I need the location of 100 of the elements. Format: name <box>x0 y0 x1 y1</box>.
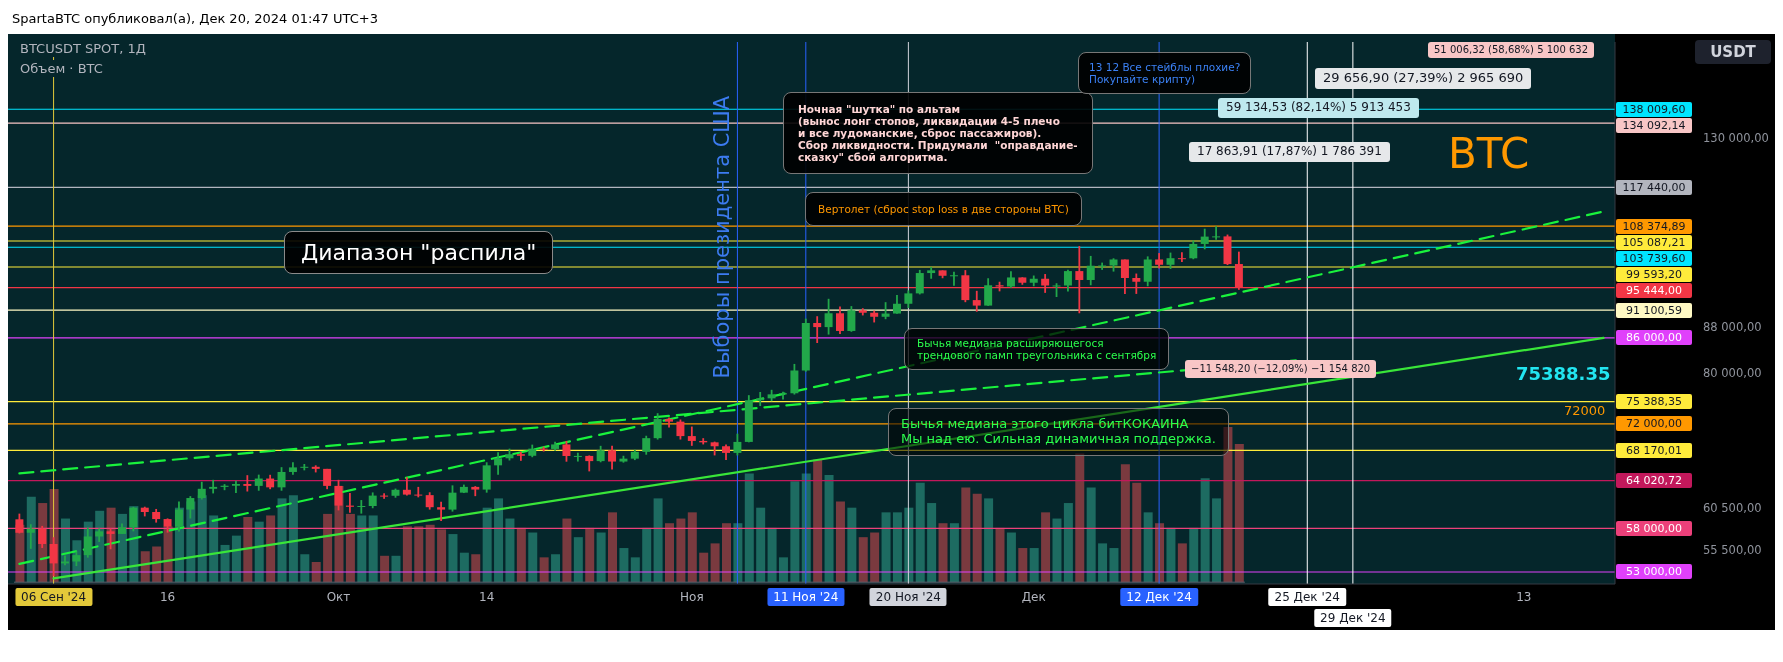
candlestick <box>733 432 742 457</box>
bar <box>243 516 253 582</box>
annotation: 75388.35 <box>1516 363 1611 385</box>
candlestick <box>813 315 822 344</box>
candlestick <box>494 451 503 476</box>
ref-line-label: 108 374,89 <box>1616 218 1692 234</box>
bar <box>1211 498 1221 582</box>
bar <box>641 527 651 582</box>
candlestick <box>357 499 366 515</box>
y-axis-title: USDT <box>1695 40 1771 64</box>
bar <box>436 529 446 582</box>
bar <box>915 482 925 582</box>
ref-line-label: 64 020,72 <box>1616 473 1692 489</box>
bar <box>1131 482 1141 582</box>
y-tick-label: 88 000,00 <box>1703 319 1762 334</box>
bar <box>1177 543 1187 582</box>
bar <box>584 527 594 582</box>
candlestick <box>209 478 218 495</box>
annotation: 17 863,91 (17,87%) 1 786 391 <box>1189 142 1390 162</box>
candlestick <box>380 492 389 500</box>
bar <box>1200 478 1210 582</box>
annotation: 29 656,90 (27,39%) 2 965 690 <box>1315 68 1532 89</box>
bar <box>824 474 834 582</box>
candlestick <box>573 451 582 463</box>
candlestick <box>243 474 252 493</box>
candlestick <box>836 305 844 335</box>
bar <box>995 527 1005 582</box>
bar <box>288 495 298 582</box>
candlestick <box>1086 255 1095 287</box>
candlestick <box>824 297 833 336</box>
annotation: 72000 <box>1564 403 1606 419</box>
x-tick-label: 13 <box>1516 589 1532 604</box>
bar <box>1029 547 1039 582</box>
bar <box>744 473 754 582</box>
annotation: Ночная "шутка" по альтам (вынос лонг стопов, ликвидации 4-5 плечо и все лудоманские, сброс пассажиров). Сбор ликвидности. Придумали "оправдание- сказку" сбой алгоритма. <box>783 92 1093 175</box>
bar <box>1143 512 1153 582</box>
ref-line-label: 95 444,00 <box>1616 282 1692 298</box>
bar <box>847 507 857 582</box>
bar <box>459 552 469 582</box>
candlestick <box>653 412 662 441</box>
ref-line-label: 105 087,21 <box>1616 234 1692 250</box>
annotation: BTC <box>1448 129 1530 179</box>
y-tick-label: 80 000,00 <box>1703 365 1762 380</box>
bar <box>767 527 777 582</box>
bar <box>1052 518 1062 582</box>
candlestick <box>1200 227 1209 251</box>
ref-line-label: 75 388,35 <box>1616 394 1692 410</box>
bar <box>607 512 617 582</box>
bar <box>1166 527 1176 582</box>
candlestick <box>562 440 571 463</box>
bar <box>356 515 366 582</box>
bar <box>596 532 606 582</box>
ref-line-label: 20 Ноя '24 <box>869 588 947 606</box>
candlestick <box>106 527 115 551</box>
bar <box>778 557 788 582</box>
bar <box>425 524 435 582</box>
chart-title: BTCUSDT SPOT, 1Д <box>16 40 150 57</box>
bar <box>710 543 720 582</box>
bar <box>527 532 537 582</box>
bar <box>892 512 902 582</box>
candlestick <box>949 270 958 287</box>
bar <box>448 533 458 582</box>
bar <box>322 513 332 582</box>
bar <box>1063 502 1073 582</box>
annotation: Вертолет (сброс stop loss в две стороны BTC) <box>805 192 1082 227</box>
bar <box>653 498 663 582</box>
candlestick <box>972 289 981 313</box>
x-tick-label: 14 <box>479 589 495 604</box>
candlestick <box>1212 225 1221 241</box>
bar <box>550 554 560 582</box>
annotation: 51 006,32 (58,68%) 5 100 632 <box>1428 42 1595 58</box>
candlestick <box>38 525 47 549</box>
candlestick <box>915 269 924 296</box>
ref-line-label: 68 170,01 <box>1616 442 1692 458</box>
bar <box>983 498 993 582</box>
candlestick <box>186 495 195 520</box>
candlestick <box>608 444 617 471</box>
candlestick <box>1189 239 1198 261</box>
bar <box>755 507 765 582</box>
bar <box>687 512 697 582</box>
candlestick <box>437 500 446 522</box>
annotation: Бычья медиана расширяющегося трендового памп треугольника с сентября <box>904 328 1170 371</box>
ref-line-label: 138 009,60 <box>1616 101 1692 117</box>
candlestick <box>847 305 856 333</box>
bar <box>482 507 492 582</box>
candlestick <box>26 523 35 550</box>
ref-line-label: 25 Дек '24 <box>1268 588 1347 606</box>
candlestick <box>231 479 240 494</box>
ref-line-label: 134 092,14 <box>1616 117 1692 133</box>
x-tick-label: Ноя <box>680 589 704 604</box>
bar <box>664 523 674 582</box>
bar <box>413 526 423 582</box>
candlestick <box>892 294 901 315</box>
ref-line-label: 58 000,00 <box>1616 520 1692 536</box>
candlestick <box>1143 255 1152 288</box>
ref-line-label: 12 Дек '24 <box>1120 588 1198 606</box>
x-tick-label: 16 <box>159 589 176 604</box>
bar <box>1006 532 1016 582</box>
bar <box>265 515 275 582</box>
bar <box>1040 512 1050 582</box>
